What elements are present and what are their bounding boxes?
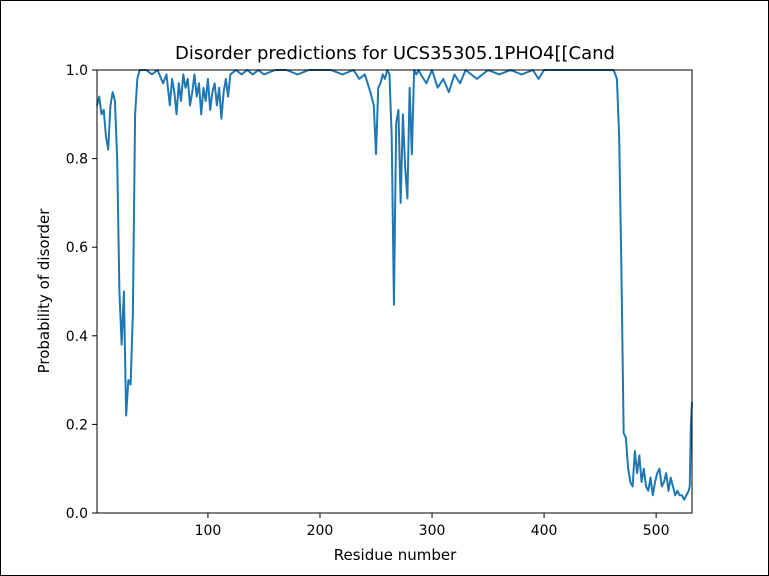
y-tick-label: 0.4 [66, 329, 88, 345]
x-axis-ticks: 100 200 300 400 500 [195, 513, 670, 539]
y-axis-label: Probability of disorder [35, 208, 53, 374]
disorder-series-line-0 [96, 69, 693, 501]
x-tick-label: 400 [531, 523, 558, 539]
x-tick-label: 500 [643, 523, 670, 539]
axes-frame [96, 69, 693, 514]
x-tick-label: 300 [419, 523, 446, 539]
y-tick-label: 0.0 [66, 506, 88, 522]
plot-area [96, 69, 693, 501]
x-tick-label: 100 [195, 523, 222, 539]
x-tick-label: 200 [307, 523, 334, 539]
chart-title: Disorder predictions for UCS35305.1PHO4[… [175, 43, 615, 64]
y-tick-label: 0.2 [66, 417, 88, 433]
x-axis-label: Residue number [334, 546, 457, 564]
y-tick-label: 1.0 [66, 63, 88, 79]
y-tick-label: 0.6 [66, 240, 88, 256]
y-axis-ticks: 0.0 0.2 0.4 0.6 0.8 1.0 [66, 63, 97, 522]
y-tick-label: 0.8 [66, 152, 88, 168]
